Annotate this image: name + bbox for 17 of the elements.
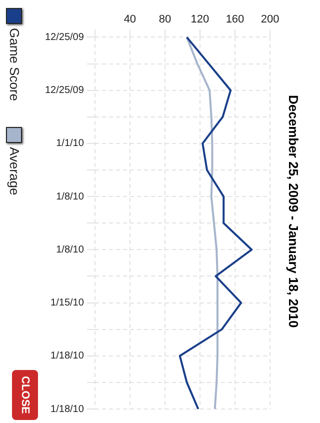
y-tick-label: 1/1/10 [56,138,84,150]
legend-label: Game Score [7,28,22,101]
close-button: CLOSE [12,370,38,420]
x-tick-label: 160 [226,14,244,26]
legend-label: Average [7,146,22,196]
y-tick-label: 12/25/09 [44,85,84,96]
text: December 25, 2009 - January 18, 2010 [286,94,301,330]
x-tick-label: 40 [124,14,136,26]
x-tick-label: 200 [260,14,280,26]
y-tick-label: 12/25/09 [44,32,84,43]
y-tick-label: 1/8/10 [56,191,84,202]
y-tick-label: 1/8/10 [56,244,84,256]
y-tick-label: 1/18/10 [50,350,84,362]
y-tick-label: 1/15/10 [50,298,84,309]
y-tick-label: 1/18/10 [50,404,84,415]
x-tick-label: 120 [190,14,210,26]
x-tick-label: 80 [158,14,172,26]
